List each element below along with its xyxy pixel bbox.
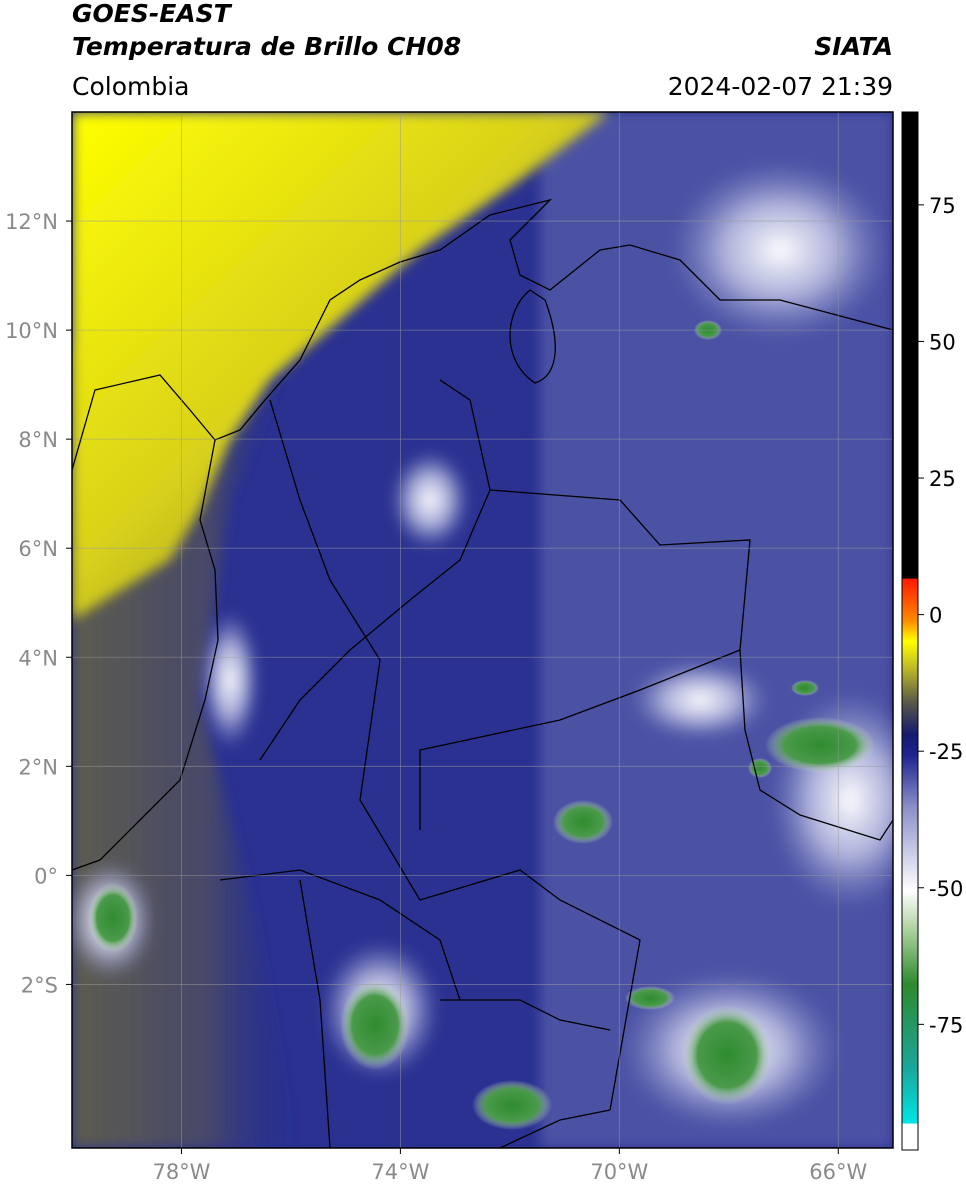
colorbar	[901, 111, 919, 1151]
lat-tick-label: 4°N	[18, 646, 58, 670]
region: Colombia	[72, 72, 189, 101]
lon-tick-label: 78°W	[152, 1160, 210, 1184]
satellite-image	[72, 112, 893, 1148]
source: SIATA	[814, 32, 893, 61]
colorbar-tick-label: -50	[929, 877, 963, 901]
lat-tick-label: 8°N	[18, 428, 58, 452]
lat-tick-label: 0°	[34, 864, 58, 888]
title: GOES-EAST	[72, 0, 233, 28]
lat-tick-label: 2°S	[21, 973, 58, 997]
graticule	[66, 112, 893, 1154]
datetime: 2024-02-07 21:39	[668, 72, 893, 101]
colorbar-tick-label: 0	[929, 604, 942, 628]
colorbar-tick-label: 50	[929, 330, 956, 354]
cold-cloud-tops	[88, 320, 875, 1130]
colorbar-tick-label: 25	[929, 467, 956, 491]
colorbar-tick-label: 75	[929, 194, 956, 218]
lat-tick-label: 10°N	[5, 319, 58, 343]
lon-tick-label: 74°W	[371, 1160, 429, 1184]
subtitle: Temperatura de Brillo CH08	[72, 32, 461, 61]
map-frame	[71, 111, 894, 1149]
colorbar-tick-label: -25	[929, 740, 963, 764]
coastlines	[72, 198, 893, 1148]
dry-region	[72, 112, 610, 620]
lon-tick-label: 66°W	[809, 1160, 867, 1184]
colorbar-tick-label: -75	[929, 1013, 963, 1037]
lon-tick-label: 70°W	[590, 1160, 648, 1184]
lat-tick-label: 6°N	[18, 537, 58, 561]
lat-tick-label: 12°N	[5, 210, 58, 234]
lat-tick-label: 2°N	[18, 755, 58, 779]
